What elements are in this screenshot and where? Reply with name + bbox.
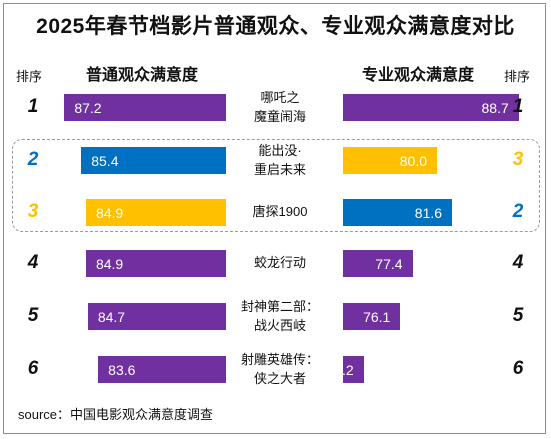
professional-value-label: 77.4 [375,255,403,272]
general-rank-label: 1 [27,96,39,117]
general-rank-label: 6 [27,358,39,379]
left-rank-header: 排序 [16,69,43,84]
professional-rank-label: 5 [512,305,524,326]
highlight-box [12,139,540,232]
professional-rank-label: 6 [512,358,524,379]
professional-satisfaction-bar: 81.6 [343,199,453,226]
professional-rank-label: 2 [512,201,524,222]
general-satisfaction-bar: 85.4 [81,147,226,174]
film-name-line: 蛟龙行动 [253,255,306,270]
professional-satisfaction-bar: 80.0 [343,147,437,174]
general-satisfaction-bar: 83.6 [98,356,226,383]
general-value-label: 84.9 [95,255,124,272]
professional-value-label: 88.7 [481,99,509,116]
professional-value-label: 76.1 [363,308,391,325]
chart-row: 2 85.4 能出没· 重启未来 80.0 3 [0,143,551,177]
professional-rank-label: 3 [512,149,524,170]
professional-satisfaction-bar: 72.2 [326,356,364,383]
film-name-line: 唐探1900 [252,204,308,219]
left-column-header: 普通观众满意度 [86,67,199,84]
chart-row: 4 84.9 蛟龙行动 77.4 4 [0,250,551,277]
general-value-label: 84.7 [97,308,126,325]
general-rank-label: 2 [27,149,39,170]
professional-satisfaction-bar: 76.1 [343,303,401,330]
general-rank-label: 5 [27,305,39,326]
general-value-label: 84.9 [95,204,124,221]
general-satisfaction-bar: 84.9 [85,250,226,277]
film-name-line: 射雕英雄传： [240,352,319,367]
professional-satisfaction-bar: 77.4 [343,250,413,277]
general-satisfaction-bar: 84.9 [85,199,226,226]
film-name: 能出没· 重启未来 [236,141,324,179]
chart-row: 6 83.6 射雕英雄传： 侠之大者 72.2 6 [0,352,551,386]
chart-row: 1 87.2 哪吒之 魔童闹海 88.7 1 [0,90,551,124]
film-name-line: 封神第二部： [240,299,319,314]
general-rank-label: 4 [27,252,39,273]
general-value-label: 83.6 [108,361,136,378]
film-name-line: 能出没· [258,143,302,158]
right-column-header: 专业观众满意度 [362,67,475,84]
source-note: source：中国电影观众满意度调查 [18,407,214,422]
right-rank-header: 排序 [504,69,531,84]
film-name-line: 重启未来 [253,162,306,177]
professional-value-label: 72.2 [326,361,354,378]
professional-satisfaction-bar: 88.7 [343,94,519,121]
general-rank-label: 3 [27,201,39,222]
professional-value-label: 81.6 [414,204,443,221]
film-name-line: 哪吒之 [260,90,300,105]
chart-title: 2025年春节档影片普通观众、专业观众满意度对比 [36,15,515,38]
general-value-label: 87.2 [74,99,102,116]
chart-frame [3,3,546,434]
film-name-line: 侠之大者 [253,371,306,386]
film-name-line: 魔童闹海 [253,109,306,124]
general-satisfaction-bar: 84.7 [87,303,226,330]
film-name-line: 战火西岐 [253,318,306,333]
film-name: 蛟龙行动 [236,253,324,272]
professional-rank-label: 1 [512,96,524,117]
film-name: 唐探1900 [236,202,324,221]
general-value-label: 85.4 [91,152,119,169]
film-name: 射雕英雄传： 侠之大者 [236,350,324,388]
chart-row: 5 84.7 封神第二部： 战火西岐 76.1 5 [0,299,551,333]
film-name: 封神第二部： 战火西岐 [236,297,324,335]
professional-rank-label: 4 [512,252,524,273]
chart-row: 3 84.9 唐探1900 81.6 2 [0,199,551,226]
general-satisfaction-bar: 87.2 [64,94,226,121]
professional-value-label: 80.0 [399,152,427,169]
film-name: 哪吒之 魔童闹海 [236,88,324,126]
